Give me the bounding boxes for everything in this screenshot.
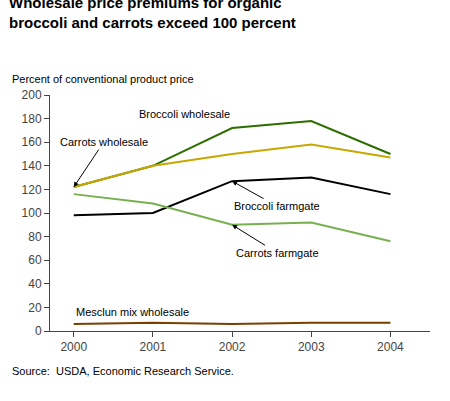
svg-text:Mesclun mix wholesale: Mesclun mix wholesale [76,306,189,318]
svg-text:140: 140 [22,159,42,173]
svg-text:180: 180 [22,112,42,126]
svg-text:80: 80 [28,230,42,244]
svg-text:0: 0 [35,324,42,338]
svg-text:Broccoli wholesale: Broccoli wholesale [139,108,230,120]
svg-text:Percent of conventional produc: Percent of conventional product price [12,73,194,85]
svg-text:2000: 2000 [60,340,87,354]
svg-text:Source: USDA, Economic Resear: Source: USDA, Economic Research Service. [12,365,234,377]
svg-text:2002: 2002 [219,340,246,354]
svg-text:2001: 2001 [140,340,167,354]
svg-text:120: 120 [22,183,42,197]
svg-text:Broccoli farmgate: Broccoli farmgate [234,200,320,212]
svg-text:60: 60 [28,253,42,267]
svg-text:Carrots wholesale: Carrots wholesale [60,136,148,148]
svg-text:200: 200 [22,88,42,102]
svg-text:Wholesale price premiums for o: Wholesale price premiums for organicbroc… [9,0,296,31]
svg-text:100: 100 [22,206,42,220]
svg-text:160: 160 [22,135,42,149]
svg-text:2003: 2003 [298,340,325,354]
svg-text:2004: 2004 [377,340,404,354]
svg-text:40: 40 [28,277,42,291]
svg-text:Carrots farmgate: Carrots farmgate [236,247,319,259]
svg-text:20: 20 [28,301,42,315]
